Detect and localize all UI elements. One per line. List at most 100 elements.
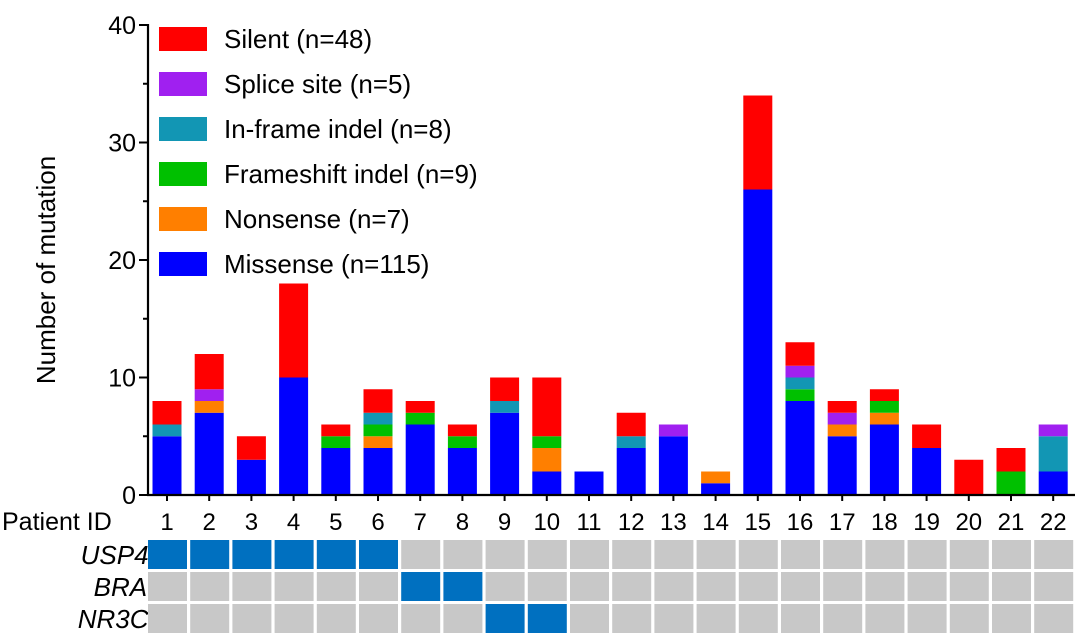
bar-silent-patient-6	[363, 389, 393, 413]
matrix-cell-nr3c1-patient-12-wild-type	[612, 604, 652, 633]
matrix-cell-braf-patient-19-wild-type	[907, 572, 947, 601]
matrix-cell-braf-patient-10-wild-type	[527, 572, 567, 601]
matrix-cell-braf-patient-5-wild-type	[316, 572, 356, 601]
bar-frameshift-indel-patient-18	[869, 401, 899, 413]
bar-silent-patient-7	[405, 401, 435, 413]
bar-in-frame-indel-patient-22	[1038, 436, 1068, 472]
matrix-cell-usp48-patient-16-wild-type	[781, 540, 820, 569]
x-tick-label: 17	[829, 509, 856, 536]
matrix-cell-usp48-patient-5-mutated	[316, 540, 356, 569]
matrix-cell-braf-patient-2-wild-type	[190, 572, 230, 601]
matrix-cell-braf-patient-22-wild-type	[1034, 572, 1074, 601]
bar-in-frame-indel-patient-1	[152, 424, 182, 437]
bar-nonsense-patient-17	[827, 424, 857, 437]
matrix-cell-nr3c1-patient-5-wild-type	[316, 604, 356, 633]
stacked-bars	[152, 95, 1068, 495]
bar-splice-site-patient-17	[827, 412, 857, 425]
bar-missense-patient-6	[363, 448, 393, 495]
bar-silent-patient-9	[490, 377, 520, 401]
y-tick-label: 40	[108, 12, 136, 40]
legend-swatch-nonsense	[159, 207, 207, 231]
x-axis-label: Patient ID	[2, 508, 112, 536]
x-tick-label: 20	[955, 509, 982, 536]
bar-missense-patient-4	[279, 377, 309, 495]
x-tick-label: 18	[871, 509, 898, 536]
matrix-cell-usp48-patient-12-wild-type	[612, 540, 652, 569]
y-tick-label: 30	[108, 130, 136, 158]
matrix-cell-usp48-patient-18-wild-type	[865, 540, 905, 569]
bar-missense-patient-7	[405, 424, 435, 495]
matrix-cell-usp48-patient-14-wild-type	[696, 540, 736, 569]
x-tick-label: 16	[787, 509, 814, 536]
matrix-cell-nr3c1-patient-3-wild-type	[232, 604, 272, 633]
bar-missense-patient-14	[701, 483, 731, 495]
bar-silent-patient-10	[532, 377, 562, 437]
matrix-cell-nr3c1-patient-22-wild-type	[1034, 604, 1074, 633]
x-tick-label: 2	[203, 509, 216, 536]
matrix-cell-nr3c1-patient-6-wild-type	[359, 604, 398, 633]
matrix-cell-nr3c1-patient-18-wild-type	[865, 604, 905, 633]
bar-missense-patient-3	[236, 459, 266, 495]
matrix-cell-usp48-patient-7-wild-type	[401, 540, 441, 569]
x-tick-label: 8	[456, 509, 469, 536]
legend-swatch-silent	[159, 27, 207, 51]
matrix-cell-nr3c1-patient-10-mutated	[527, 604, 567, 633]
matrix-cell-usp48-patient-3-mutated	[232, 540, 272, 569]
bar-missense-patient-1	[152, 436, 182, 495]
y-tick-label: 10	[108, 365, 136, 393]
legend-label-frameshift-indel: Frameshift indel (n=9)	[224, 159, 478, 189]
matrix-cell-nr3c1-patient-8-wild-type	[443, 604, 483, 633]
matrix-cell-nr3c1-patient-7-wild-type	[401, 604, 441, 633]
bar-splice-site-patient-22	[1038, 424, 1068, 437]
bar-frameshift-indel-patient-5	[321, 436, 351, 448]
matrix-cell-nr3c1-patient-2-wild-type	[190, 604, 230, 633]
x-tick-label: 15	[744, 509, 771, 536]
x-tick-label: 22	[1040, 509, 1067, 536]
legend-label-splice-site: Splice site (n=5)	[224, 69, 411, 99]
bar-missense-patient-2	[194, 412, 224, 495]
matrix-cell-braf-patient-12-wild-type	[612, 572, 652, 601]
bar-silent-patient-5	[321, 424, 351, 437]
matrix-cell-braf-patient-3-wild-type	[232, 572, 272, 601]
matrix-cell-usp48-patient-17-wild-type	[823, 540, 863, 569]
matrix-cell-usp48-patient-2-mutated	[190, 540, 230, 569]
bar-silent-patient-17	[827, 401, 857, 413]
matrix-cell-nr3c1-patient-19-wild-type	[907, 604, 947, 633]
legend-label-nonsense: Nonsense (n=7)	[224, 204, 410, 234]
bar-frameshift-indel-patient-10	[532, 436, 562, 448]
bar-in-frame-indel-patient-12	[616, 436, 646, 448]
bar-nonsense-patient-6	[363, 436, 393, 448]
bar-silent-patient-3	[236, 436, 266, 460]
bar-missense-patient-11	[574, 471, 604, 495]
bar-silent-patient-20	[954, 459, 984, 495]
legend-label-missense: Missense (n=115)	[224, 249, 429, 279]
matrix-cell-nr3c1-patient-14-wild-type	[696, 604, 736, 633]
bar-frameshift-indel-patient-21	[996, 471, 1026, 495]
matrix-cell-usp48-patient-13-wild-type	[654, 540, 694, 569]
matrix-cell-nr3c1-patient-15-wild-type	[738, 604, 778, 633]
bar-missense-patient-16	[785, 401, 815, 495]
bar-missense-patient-18	[869, 424, 899, 495]
bar-missense-patient-8	[447, 448, 477, 495]
matrix-cell-usp48-patient-11-wild-type	[570, 540, 609, 569]
matrix-cell-braf-patient-20-wild-type	[949, 572, 989, 601]
matrix-cell-usp48-patient-6-mutated	[359, 540, 398, 569]
bar-missense-patient-15	[743, 189, 773, 495]
bar-in-frame-indel-patient-9	[490, 401, 520, 413]
legend: Silent (n=48) Splice site (n=5) In-frame i…	[159, 24, 478, 279]
matrix-cell-nr3c1-patient-21-wild-type	[992, 604, 1031, 633]
bar-missense-patient-13	[658, 436, 688, 495]
matrix-cell-braf-patient-11-wild-type	[570, 572, 609, 601]
legend-swatch-splice-site	[159, 72, 207, 96]
bar-frameshift-indel-patient-7	[405, 412, 435, 425]
bar-silent-patient-16	[785, 342, 815, 366]
matrix-cell-braf-patient-17-wild-type	[823, 572, 863, 601]
matrix-cell-braf-patient-7-mutated	[401, 572, 441, 601]
matrix-cell-braf-patient-15-wild-type	[738, 572, 778, 601]
bar-in-frame-indel-patient-16	[785, 377, 815, 390]
x-tick-label: 11	[577, 509, 602, 536]
matrix-cell-usp48-patient-22-wild-type	[1034, 540, 1074, 569]
y-tick-label: 20	[108, 247, 136, 275]
legend-label-silent: Silent (n=48)	[224, 24, 372, 54]
